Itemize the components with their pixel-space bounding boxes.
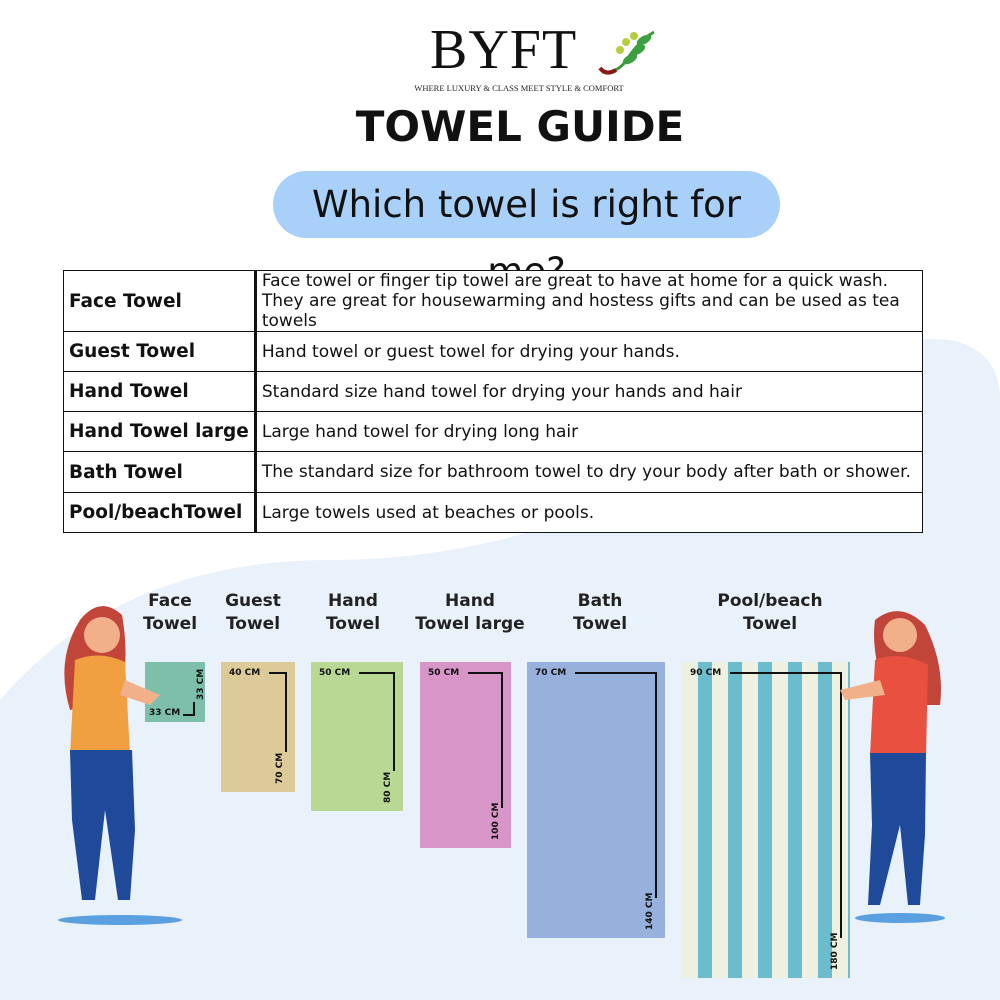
subtitle-pill: Which towel is right for me? bbox=[273, 171, 780, 293]
woman-right-illustration bbox=[840, 611, 945, 923]
towel-label-line: Hand bbox=[328, 591, 378, 611]
towel-label: Hand Towel bbox=[283, 590, 423, 636]
towel-name: Face Towel bbox=[63, 270, 257, 332]
towel-name: Guest Towel bbox=[63, 331, 257, 372]
brand-tagline: WHERE LUXURY & CLASS MEET STYLE & COMFOR… bbox=[414, 83, 624, 93]
towel-label-line: Towel large bbox=[415, 614, 525, 634]
towel-label-line: Towel bbox=[225, 614, 281, 634]
towel-description: Face towel or finger tip towel are great… bbox=[254, 270, 924, 332]
width-label: 50 CM bbox=[319, 668, 351, 678]
towel-rect: 50 CM 100 CM bbox=[420, 662, 511, 848]
towel-description: Large towels used at beaches or pools. bbox=[254, 492, 924, 533]
towel-label-line: Hand bbox=[445, 591, 495, 611]
towel-rect: 50 CM 80 CM bbox=[311, 662, 403, 811]
desc-line: Face towel or finger tip towel are great… bbox=[261, 271, 889, 291]
towel-table: Face Towel Face towel or finger tip towel… bbox=[63, 270, 924, 533]
towel-label-line: Towel bbox=[742, 614, 798, 634]
towel-label-line: Bath bbox=[577, 591, 623, 611]
towel-label: Bath Towel bbox=[530, 590, 670, 636]
height-label: 140 CM bbox=[645, 892, 655, 930]
towel-name: Hand Towel large bbox=[63, 411, 257, 452]
towel-label: Guest Towel bbox=[183, 590, 323, 636]
towel-description: Standard size hand towel for drying your… bbox=[254, 371, 924, 412]
towel-rect: 33 CM 33 CM bbox=[145, 662, 206, 722]
height-label: 80 CM bbox=[383, 771, 393, 803]
height-label: 180 CM bbox=[830, 932, 840, 970]
towel-label-line: Towel bbox=[325, 614, 381, 634]
towel-description: Hand towel or guest towel for drying you… bbox=[254, 331, 924, 372]
towel-label: Pool/beach Towel bbox=[700, 590, 840, 636]
towel-name: Pool/beachTowel bbox=[63, 492, 257, 533]
width-label: 40 CM bbox=[229, 668, 261, 678]
width-label: 50 CM bbox=[428, 668, 460, 678]
table-row: Bath Towel The standard size for bathroom… bbox=[63, 451, 924, 493]
towel-description: The standard size for bathroom towel to … bbox=[254, 451, 924, 493]
width-label: 90 CM bbox=[690, 668, 722, 678]
towel-label-line: Pool/beach bbox=[717, 591, 823, 611]
brand-logo: BYFT bbox=[430, 19, 578, 81]
height-label: 70 CM bbox=[275, 752, 285, 784]
towel-name: Bath Towel bbox=[63, 451, 257, 493]
width-label: 33 CM bbox=[149, 708, 181, 718]
height-label: 100 CM bbox=[491, 802, 501, 840]
towel-rect: 40 CM 70 CM bbox=[221, 662, 295, 792]
towel-label-line: Face bbox=[148, 591, 192, 611]
leaf-icon bbox=[598, 30, 655, 75]
towel-rect: 90 CM 180 CM bbox=[682, 662, 850, 978]
towel-label-line: Towel bbox=[572, 614, 628, 634]
towel-label-line: Towel bbox=[142, 614, 198, 634]
table-row: Hand Towel Standard size hand towel for d… bbox=[63, 371, 924, 412]
table-row: Face Towel Face towel or finger tip towel… bbox=[63, 270, 924, 332]
towel-name: Hand Towel bbox=[63, 371, 257, 412]
desc-line: They are great for housewarming and host… bbox=[261, 291, 900, 331]
table-row: Hand Towel large Large hand towel for dry… bbox=[63, 411, 924, 452]
towel-label: Hand Towel large bbox=[400, 590, 540, 636]
table-row: Pool/beachTowel Large towels used at beac… bbox=[63, 492, 924, 533]
towel-description: Large hand towel for drying long hair bbox=[254, 411, 924, 452]
width-label: 70 CM bbox=[535, 668, 567, 678]
towel-rect: 70 CM 140 CM bbox=[527, 662, 665, 938]
towel-label: Face Towel bbox=[100, 590, 240, 636]
woman-left-illustration bbox=[58, 606, 182, 925]
towel-label-line: Guest bbox=[225, 591, 281, 611]
table-row: Guest Towel Hand towel or guest towel for… bbox=[63, 331, 924, 372]
page-title: TOWEL GUIDE bbox=[355, 102, 685, 151]
